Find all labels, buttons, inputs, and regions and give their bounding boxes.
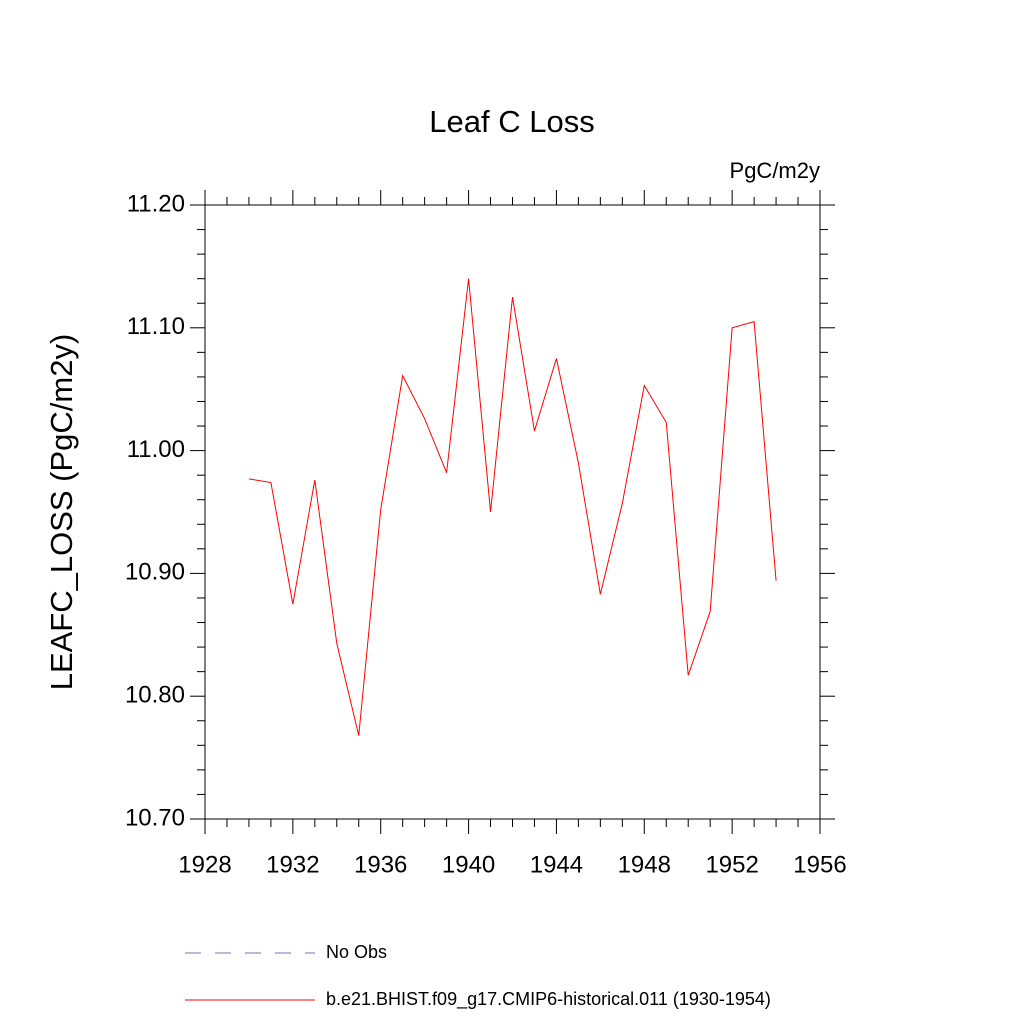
x-tick-label: 1948 <box>618 851 671 878</box>
x-tick-label: 1952 <box>705 851 758 878</box>
y-tick-label: 11.00 <box>127 436 185 463</box>
y-tick-label: 11.20 <box>127 190 185 217</box>
legend-label: b.e21.BHIST.f09_g17.CMIP6-historical.011… <box>326 989 771 1010</box>
x-tick-label: 1932 <box>266 851 319 878</box>
y-tick-label: 10.90 <box>125 559 185 586</box>
y-tick-label: 10.70 <box>125 804 185 831</box>
y-axis-label: LEAFC_LOSS (PgC/m2y) <box>44 334 79 691</box>
y-tick-label: 10.80 <box>125 682 185 709</box>
x-tick-label: 1936 <box>354 851 407 878</box>
x-tick-label: 1956 <box>793 851 846 878</box>
x-tick-label: 1940 <box>442 851 495 878</box>
y-tick-label: 11.10 <box>127 313 185 340</box>
series-line <box>248 278 777 736</box>
x-tick-label: 1928 <box>178 851 231 878</box>
units-label: PgC/m2y <box>730 158 820 183</box>
legend-label: No Obs <box>326 942 387 962</box>
chart-title: Leaf C Loss <box>429 104 594 139</box>
x-tick-label: 1944 <box>530 851 583 878</box>
